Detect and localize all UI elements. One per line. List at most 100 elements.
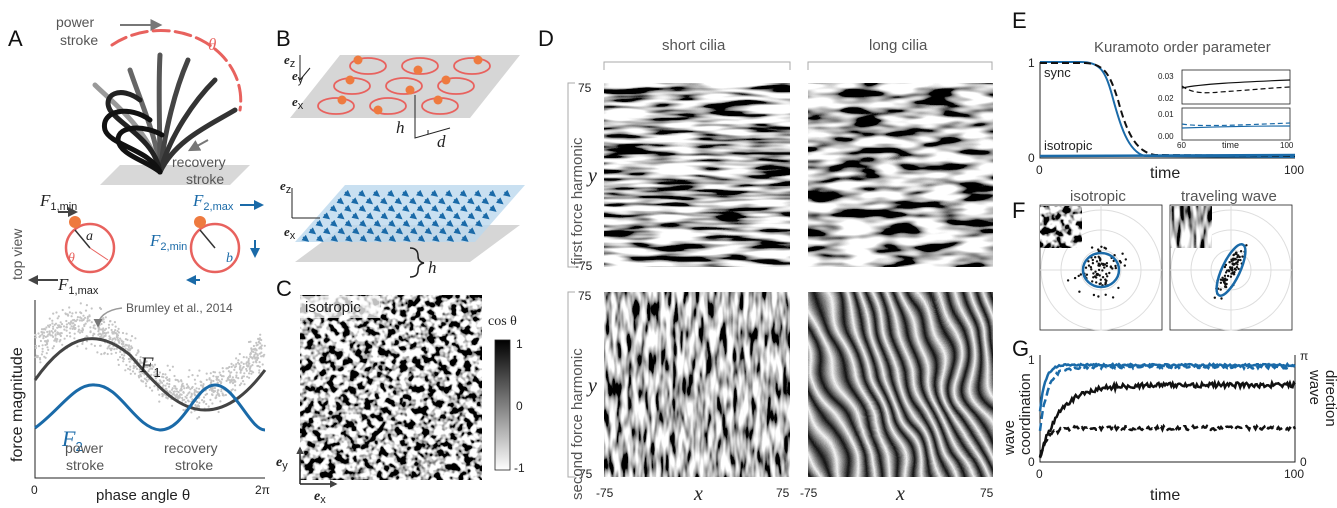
sample-point (1097, 268, 1101, 272)
reference-point (63, 328, 66, 331)
subscript: z (286, 184, 292, 196)
flow-arrow (453, 227, 462, 235)
reference-point (156, 374, 159, 377)
sample-point (1098, 274, 1101, 277)
radius (89, 247, 109, 261)
reference-point (166, 364, 169, 367)
flow-arrow (460, 234, 469, 242)
tick-label: 75 (578, 289, 592, 303)
reference-point (170, 388, 174, 391)
reference-point (117, 338, 120, 342)
reference-point (119, 350, 122, 353)
inset-curve (1181, 122, 1291, 127)
reference-point (158, 393, 161, 396)
reference-point (219, 382, 223, 385)
reference-point (71, 322, 74, 325)
reference-point (194, 394, 197, 397)
reference-point (114, 351, 118, 354)
reference-point (109, 320, 112, 323)
reference-point (109, 347, 112, 350)
flow-arrow (365, 197, 374, 205)
reference-point (248, 376, 251, 379)
tick-label: 100 (1284, 163, 1304, 177)
reference-point (220, 388, 223, 391)
reference-point (60, 323, 64, 326)
reference-point (198, 416, 201, 419)
reference-point (185, 396, 188, 400)
reference-point (176, 379, 179, 382)
symbol: F (149, 231, 161, 250)
reference-point (262, 355, 265, 358)
reference-point (47, 324, 50, 327)
flow-arrow (394, 197, 403, 205)
field-image (604, 83, 790, 267)
flow-arrow (438, 227, 447, 235)
flow-arrow (446, 234, 455, 242)
sample-point (1224, 283, 1227, 286)
annotation: b (226, 251, 233, 266)
reference-point (107, 345, 110, 348)
reference-point (139, 358, 142, 362)
reference-point (168, 378, 171, 381)
annotation: F2,max (192, 191, 234, 213)
flow-arrow (402, 219, 411, 227)
reference-point (65, 334, 69, 337)
reference-point (158, 400, 161, 403)
sample-point (1230, 259, 1233, 263)
annotation: h (428, 258, 437, 277)
bead (337, 95, 347, 105)
sample-point (1092, 276, 1095, 279)
reference-point (146, 365, 149, 368)
axis-label: phase angle θ (96, 487, 190, 504)
reference-point (210, 379, 213, 382)
symbol: e (292, 94, 298, 109)
reference-point (47, 348, 50, 351)
orbit (437, 77, 475, 95)
flow-arrow (401, 204, 410, 212)
axis-label: wave (1001, 420, 1018, 456)
reference-point (46, 346, 49, 349)
reference-point (153, 371, 156, 374)
reference-point (187, 386, 190, 389)
polar-plots (1039, 204, 1293, 331)
flow-arrow (380, 212, 389, 220)
flow-arrow (481, 197, 490, 205)
panel-label: D (538, 26, 554, 51)
reference-point (58, 340, 61, 343)
flow-arrow (409, 212, 418, 220)
flow-arrow (351, 212, 360, 220)
annotation: stroke (175, 457, 213, 473)
plot-title: Kuramoto order parameter (1094, 39, 1271, 56)
reference-point (134, 337, 137, 340)
reference-point (167, 385, 171, 388)
tick-label: -75 (575, 467, 593, 481)
direction-curve (1038, 361, 1296, 412)
orbit (189, 222, 241, 274)
reference-point (103, 352, 106, 355)
reference-point (204, 393, 207, 396)
reference-point (34, 346, 38, 350)
reference-point (255, 356, 258, 359)
reference-point (125, 332, 128, 335)
annotation: recovery (172, 154, 226, 170)
reference-point (43, 355, 46, 358)
sample-point (1114, 264, 1117, 268)
sample-point (1073, 276, 1077, 280)
sample-point (1095, 273, 1099, 276)
reference-point (147, 370, 150, 373)
reference-point (138, 371, 141, 374)
reference-point (164, 373, 167, 376)
flow-arrow (402, 234, 411, 242)
reference-point (78, 319, 81, 322)
reference-point (148, 386, 151, 389)
sample-point (1226, 274, 1230, 278)
reference-point (123, 354, 126, 357)
reference-point (127, 357, 130, 361)
flow-arrow (358, 204, 367, 212)
sample-point (1104, 278, 1107, 281)
reference-point (202, 383, 205, 386)
flow-arrow (401, 189, 410, 197)
flow-arrow (344, 219, 353, 227)
reference-point (190, 411, 193, 414)
